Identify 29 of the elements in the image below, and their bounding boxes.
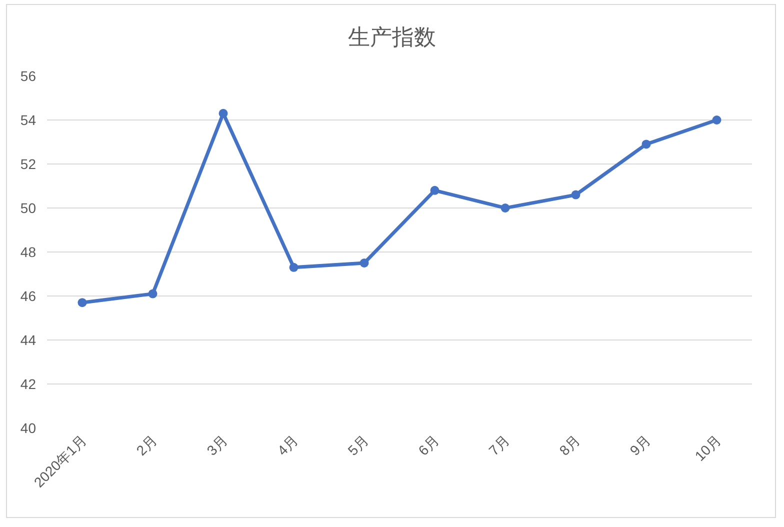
y-tick-label: 48 — [20, 244, 36, 260]
x-tick-label: 9月 — [626, 432, 654, 458]
point — [78, 298, 87, 308]
x-tick-label: 4月 — [274, 432, 301, 458]
x-tick-label: 10月 — [692, 432, 724, 464]
point — [148, 289, 158, 298]
point — [430, 186, 440, 195]
x-tick-label: 5月 — [344, 432, 372, 458]
point — [360, 258, 369, 268]
point — [289, 262, 298, 272]
y-tick-label: 50 — [20, 200, 36, 216]
point — [571, 190, 580, 200]
y-tick-label: 52 — [20, 156, 36, 172]
y-tick-label: 46 — [20, 288, 36, 304]
point — [500, 204, 510, 212]
point — [218, 108, 228, 118]
x-tick-label: 7月 — [486, 432, 512, 458]
y-tick-label: 54 — [20, 112, 36, 128]
y-tick-label: 56 — [20, 68, 36, 84]
x-tick-label: 3月 — [204, 432, 230, 458]
point — [712, 116, 722, 124]
point — [642, 140, 651, 149]
x-tick-label: 2月 — [133, 432, 160, 458]
x-tick-label: 6月 — [415, 432, 442, 458]
y-tick-label: 44 — [20, 332, 36, 348]
chart-title: 生产指数 — [348, 24, 436, 50]
y-tick-label: 42 — [20, 376, 36, 392]
y-tick-label: 40 — [20, 420, 36, 436]
x-tick-label: 8月 — [556, 432, 583, 458]
